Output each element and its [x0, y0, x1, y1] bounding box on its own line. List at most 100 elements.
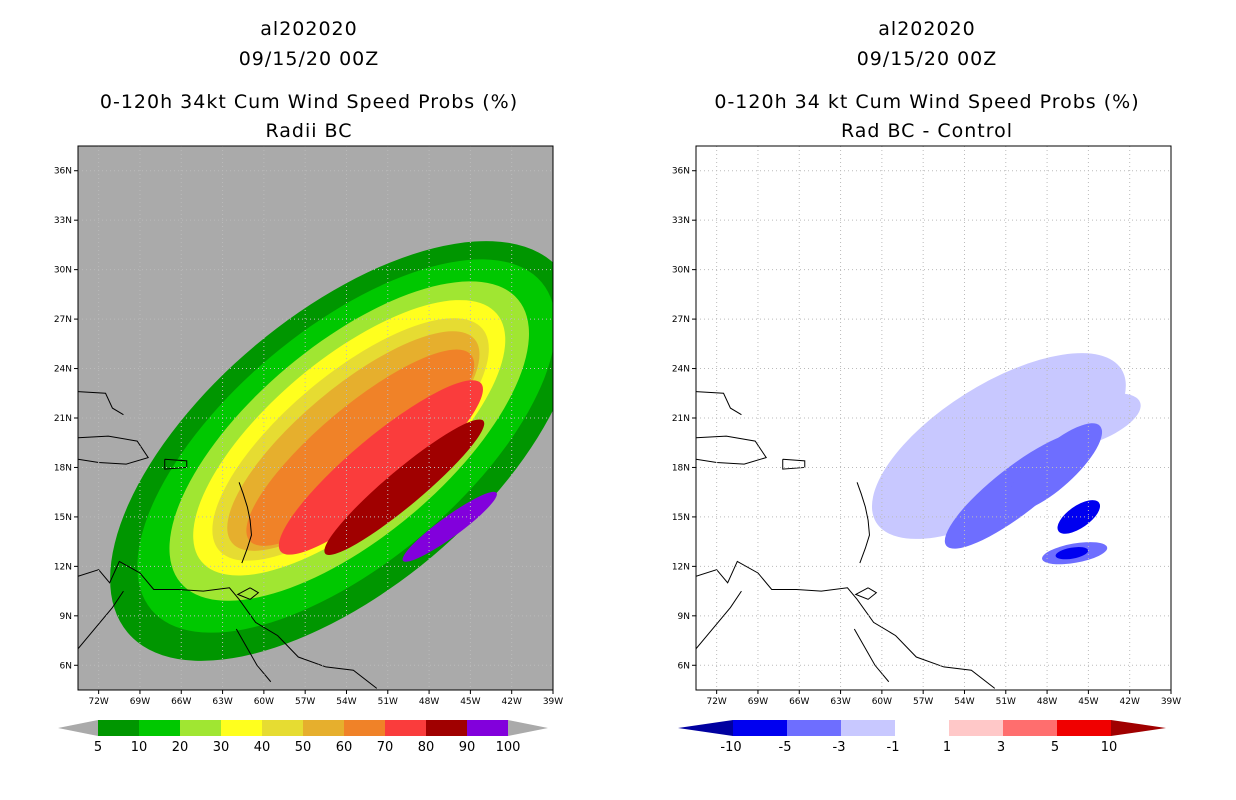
- left-title-subtitle: Radii BC: [265, 120, 353, 142]
- x-tick-label-39W: 39W: [543, 697, 563, 707]
- y-tick-label-21N: 21N: [54, 414, 72, 424]
- x-tick-label-63W: 63W: [212, 697, 232, 707]
- colorbar: -10 -5 -3 -1 1 3 5 10: [678, 720, 1166, 755]
- colorbar-swatch-5: [303, 720, 344, 736]
- x-tick-label-69W: 69W: [748, 697, 768, 707]
- colorbar-label-10: 10: [1101, 740, 1118, 755]
- coastline-5: [696, 590, 742, 650]
- colorbar-left-arrow: [58, 720, 98, 736]
- colorbar-label-80: 80: [418, 740, 435, 755]
- colorbar-label-3: 3: [997, 740, 1005, 755]
- x-tick-label-60W: 60W: [254, 697, 274, 707]
- y-tick-label-9N: 9N: [60, 612, 72, 622]
- x-tick-label-66W: 66W: [789, 697, 809, 707]
- colorbar-label-20: 20: [172, 740, 189, 755]
- colorbar-label-70: 70: [377, 740, 394, 755]
- left-title-storm-id: al202020: [260, 18, 358, 40]
- colorbar-swatch-8: [426, 720, 467, 736]
- left-map-chart: 72W 69W 66W 63W 60W 57W 54W 51W 48W 45W 42W 39W 6N 9N…: [54, 145, 563, 755]
- y-tick-label-9N: 9N: [678, 612, 690, 622]
- colorbar-label-5: 5: [1051, 740, 1059, 755]
- x-tick-label-45W: 45W: [1078, 697, 1098, 707]
- right-title-storm-id: al202020: [878, 18, 976, 40]
- colorbar-swatch-2: [841, 720, 895, 736]
- contour-region-neg5-5: [1057, 500, 1101, 534]
- x-tick-label-60W: 60W: [872, 697, 892, 707]
- coastline-0: [78, 391, 124, 416]
- left-title-date: 09/15/20 00Z: [238, 48, 380, 70]
- colorbar: 5 10 20 30 40 50 60 70 80 90 100: [58, 720, 548, 755]
- coastline-7: [236, 587, 260, 600]
- x-tick-label-51W: 51W: [996, 697, 1016, 707]
- probability-field: [871, 353, 1141, 565]
- colorbar-label--5: -5: [779, 740, 792, 755]
- colorbar-label-5: 5: [94, 740, 102, 755]
- colorbar-label-30: 30: [213, 740, 230, 755]
- x-tick-label-39W: 39W: [1161, 697, 1181, 707]
- x-tick-label-57W: 57W: [913, 697, 933, 707]
- coastline-layer: [696, 391, 996, 689]
- y-tick-label-15N: 15N: [672, 513, 690, 523]
- colorbar-swatch-6: [344, 720, 385, 736]
- y-tick-label-18N: 18N: [672, 463, 690, 473]
- y-tick-label-27N: 27N: [672, 315, 690, 325]
- y-tick-label-33N: 33N: [672, 216, 690, 226]
- colorbar-label-40: 40: [254, 740, 271, 755]
- y-tick-label-21N: 21N: [672, 414, 690, 424]
- right-chart-panel: al202020 09/15/20 00Z 0-120h 34 kt Cum W…: [618, 0, 1236, 800]
- colorbar-label-100: 100: [496, 740, 521, 755]
- y-tick-label-6N: 6N: [60, 661, 72, 671]
- coastline-4: [78, 560, 378, 689]
- colorbar-label-50: 50: [295, 740, 312, 755]
- coastline-3: [856, 482, 870, 564]
- x-tick-label-57W: 57W: [295, 697, 315, 707]
- y-tick-label-33N: 33N: [54, 216, 72, 226]
- colorbar-swatch-4: [949, 720, 1003, 736]
- colorbar-swatch-0: [733, 720, 787, 736]
- y-tick-label-15N: 15N: [54, 513, 72, 523]
- right-title-subtitle: Rad BC - Control: [840, 120, 1014, 142]
- right-map-chart: 72W 69W 66W 63W 60W 57W 54W 51W 48W 45W 42W 39W 6N 9N…: [672, 145, 1181, 755]
- y-tick-label-36N: 36N: [54, 167, 72, 177]
- coastline-7: [854, 587, 878, 600]
- contour-region-80-8: [324, 419, 485, 556]
- x-tick-label-42W: 42W: [1120, 697, 1140, 707]
- contour-region-70-7: [278, 380, 483, 555]
- colorbar-swatch-1: [787, 720, 841, 736]
- colorbar-swatch-1: [139, 720, 180, 736]
- x-tick-label-48W: 48W: [419, 697, 439, 707]
- coastline-6: [235, 628, 272, 683]
- x-tick-label-66W: 66W: [171, 697, 191, 707]
- colorbar-label-1: 1: [943, 740, 951, 755]
- colorbar-label--10: -10: [720, 740, 741, 755]
- x-tick-label-51W: 51W: [378, 697, 398, 707]
- colorbar-left-arrow: [678, 720, 733, 736]
- probability-field: [110, 241, 553, 661]
- colorbar-label-90: 90: [459, 740, 476, 755]
- right-title-date: 09/15/20 00Z: [856, 48, 998, 70]
- colorbar-label-60: 60: [336, 740, 353, 755]
- colorbar-swatch-6: [1057, 720, 1111, 736]
- y-tick-label-24N: 24N: [54, 365, 72, 375]
- y-tick-label-12N: 12N: [54, 562, 72, 572]
- x-tick-label-42W: 42W: [502, 697, 522, 707]
- coastline-6: [853, 628, 890, 683]
- x-tick-label-69W: 69W: [130, 697, 150, 707]
- y-tick-label-27N: 27N: [54, 315, 72, 325]
- y-tick-label-36N: 36N: [672, 167, 690, 177]
- x-tick-label-72W: 72W: [88, 697, 108, 707]
- contour-region-neg3-3: [1005, 423, 1103, 512]
- x-tick-label-45W: 45W: [460, 697, 480, 707]
- left-title-product: 0-120h 34kt Cum Wind Speed Probs (%): [99, 91, 519, 113]
- right-title-product: 0-120h 34 kt Cum Wind Speed Probs (%): [714, 91, 1140, 113]
- contour-region-neg1-0: [871, 353, 1126, 539]
- y-tick-label-12N: 12N: [672, 562, 690, 572]
- left-chart-panel: al202020 09/15/20 00Z 0-120h 34kt Cum Wi…: [54, 18, 563, 755]
- contour-region-neg5-6: [1055, 547, 1089, 560]
- colorbar-swatch-9: [467, 720, 508, 736]
- y-tick-label-30N: 30N: [54, 266, 72, 276]
- colorbar-label--1: -1: [887, 740, 900, 755]
- plot-frame: [77, 145, 554, 691]
- colorbar-label-10: 10: [131, 740, 148, 755]
- colorbar-swatch-7: [385, 720, 426, 736]
